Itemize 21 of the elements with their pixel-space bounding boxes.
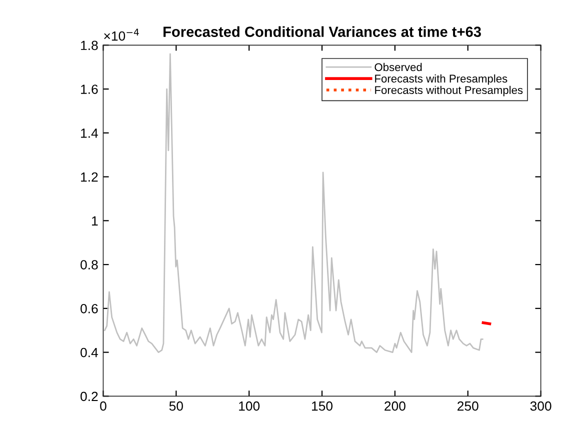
legend-label: Forecasts with Presamples <box>375 74 508 85</box>
chart-title: Forecasted Conditional Variances at time t+63 <box>164 26 481 37</box>
x-tick-label: 0 <box>100 401 106 411</box>
legend-label: Observed <box>374 62 422 72</box>
x-tick-label: 100 <box>239 401 260 411</box>
y-tick-label: 0.4 <box>80 348 98 358</box>
y-tick-label: 1.4 <box>81 128 98 138</box>
text: ×10$^{−4}$ <box>104 28 139 41</box>
y-tick-label: 0.6 <box>80 304 98 314</box>
x-tick-label: 150 <box>312 401 333 411</box>
x-tick-label: 200 <box>384 401 406 411</box>
legend-label: Forecasts without Presamples <box>375 86 523 96</box>
y-tick-label: 1.2 <box>81 172 98 182</box>
x-tick-label: 50 <box>169 401 183 411</box>
y-tick-label: 1.6 <box>81 84 98 94</box>
y-tick-label: 0.2 <box>80 392 98 402</box>
x-tick-label: 300 <box>530 401 552 411</box>
y-tick-label: 0.8 <box>80 260 98 270</box>
y-tick-label: 1.8 <box>81 40 98 50</box>
x-tick-label: 250 <box>458 401 478 411</box>
y-tick-label: 1 <box>92 216 98 226</box>
